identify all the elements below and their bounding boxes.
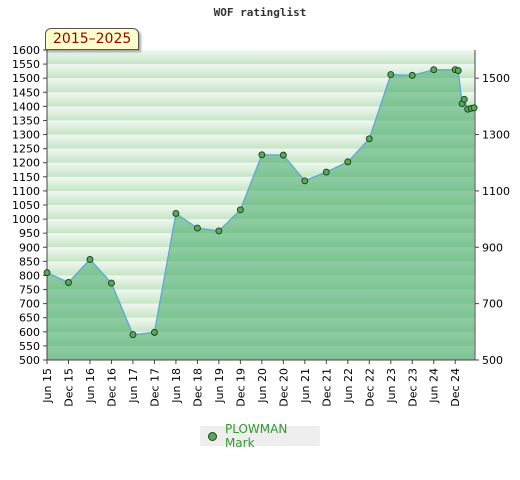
x-tick-label: Jun 24 bbox=[428, 368, 441, 404]
y-tick-label-left: 1050 bbox=[12, 199, 40, 212]
y-axis-right: 500 700 900 1100 1300 1500 bbox=[475, 72, 510, 367]
x-tick-label: Dec 15 bbox=[62, 368, 75, 407]
data-point bbox=[430, 66, 438, 74]
y-axis-left: 5005506006507007508008509009501000105011… bbox=[12, 44, 47, 367]
y-tick-label-right: 500 bbox=[482, 354, 503, 367]
x-tick-label: Dec 19 bbox=[234, 368, 247, 407]
x-tick-label: Jun 22 bbox=[342, 368, 355, 404]
data-point bbox=[279, 151, 287, 159]
y-tick-label-left: 500 bbox=[19, 354, 40, 367]
y-tick-label-left: 1550 bbox=[12, 58, 40, 71]
x-tick-label: Jun 15 bbox=[41, 368, 54, 404]
background-band bbox=[47, 120, 475, 135]
data-point bbox=[365, 135, 373, 143]
background-band bbox=[47, 78, 475, 93]
x-axis: Jun 15 Dec 15 Jun 16 Dec 16 Jun 17 Dec 17 Jun … bbox=[41, 360, 462, 407]
background-band bbox=[47, 106, 475, 121]
y-tick-label-left: 1150 bbox=[12, 171, 40, 184]
x-tick-label: Jun 18 bbox=[170, 368, 183, 404]
x-tick-label: Jun 19 bbox=[213, 368, 226, 404]
x-tick-label: Dec 18 bbox=[191, 368, 204, 407]
data-point bbox=[43, 269, 51, 277]
data-point bbox=[236, 206, 244, 214]
y-tick-label-left: 650 bbox=[19, 312, 40, 325]
y-tick-label-right: 900 bbox=[482, 241, 503, 254]
data-point bbox=[108, 279, 115, 287]
y-tick-label-right: 1100 bbox=[482, 185, 510, 198]
y-tick-label-left: 1100 bbox=[12, 185, 40, 198]
y-tick-label-left: 700 bbox=[19, 298, 40, 311]
y-tick-label-left: 1450 bbox=[12, 86, 40, 99]
y-tick-label-left: 600 bbox=[19, 326, 40, 339]
x-tick-label: Dec 17 bbox=[148, 368, 161, 407]
x-tick-label: Jun 23 bbox=[385, 368, 398, 404]
x-tick-label: Dec 23 bbox=[406, 368, 419, 407]
y-tick-label-left: 1350 bbox=[12, 114, 40, 127]
y-tick-label-left: 1600 bbox=[12, 44, 40, 57]
data-point bbox=[322, 168, 330, 176]
x-tick-label: Jun 20 bbox=[256, 368, 269, 404]
y-tick-label-left: 1250 bbox=[12, 143, 40, 156]
y-tick-label-left: 1300 bbox=[12, 129, 40, 142]
x-tick-label: Jun 17 bbox=[127, 368, 140, 404]
y-tick-label-left: 800 bbox=[19, 269, 40, 282]
legend-marker-icon bbox=[208, 431, 217, 441]
x-tick-label: Jun 16 bbox=[84, 368, 97, 404]
data-point bbox=[460, 95, 468, 103]
y-tick-label-left: 1000 bbox=[12, 213, 40, 226]
legend-label: PLOWMAN Mark bbox=[224, 422, 288, 450]
y-tick-label-left: 1400 bbox=[12, 100, 40, 113]
x-tick-label: Dec 22 bbox=[363, 368, 376, 407]
background-band bbox=[47, 92, 475, 107]
x-tick-label: Dec 16 bbox=[105, 368, 118, 407]
background-band bbox=[47, 64, 475, 79]
data-point bbox=[172, 210, 180, 217]
x-tick-label: Dec 21 bbox=[320, 368, 333, 407]
area-fill bbox=[47, 69, 475, 361]
area-shape bbox=[47, 69, 475, 361]
chart-title: WOF ratinglist bbox=[213, 6, 307, 19]
data-point bbox=[470, 104, 478, 112]
data-point bbox=[408, 71, 416, 79]
legend[interactable]: PLOWMAN Mark bbox=[200, 422, 320, 450]
data-point bbox=[193, 224, 201, 232]
y-tick-label-right: 1300 bbox=[482, 129, 510, 142]
data-point bbox=[454, 67, 462, 75]
y-tick-label-left: 1500 bbox=[12, 72, 40, 85]
data-point bbox=[215, 227, 223, 235]
data-point bbox=[129, 331, 137, 339]
data-point bbox=[344, 158, 352, 166]
data-point bbox=[301, 177, 309, 185]
y-tick-label-left: 550 bbox=[19, 340, 40, 353]
y-tick-label-left: 900 bbox=[19, 241, 40, 254]
data-point bbox=[258, 151, 266, 159]
y-tick-label-right: 1500 bbox=[482, 72, 510, 85]
background-band bbox=[47, 50, 475, 65]
x-tick-label: Jun 21 bbox=[299, 368, 312, 404]
y-tick-label-left: 750 bbox=[19, 284, 40, 297]
data-point bbox=[65, 279, 72, 286]
y-tick-label-left: 1200 bbox=[12, 157, 40, 170]
period-badge: 2015–2025 bbox=[45, 28, 140, 50]
y-tick-label-left: 950 bbox=[19, 227, 40, 240]
data-points bbox=[43, 66, 478, 339]
y-tick-label-left: 850 bbox=[19, 255, 40, 268]
data-point bbox=[150, 328, 158, 336]
data-point bbox=[86, 255, 94, 263]
data-point bbox=[387, 71, 395, 78]
x-tick-label: Dec 20 bbox=[277, 368, 290, 407]
y-tick-label-right: 700 bbox=[482, 298, 503, 311]
x-tick-label: Dec 24 bbox=[449, 368, 462, 407]
